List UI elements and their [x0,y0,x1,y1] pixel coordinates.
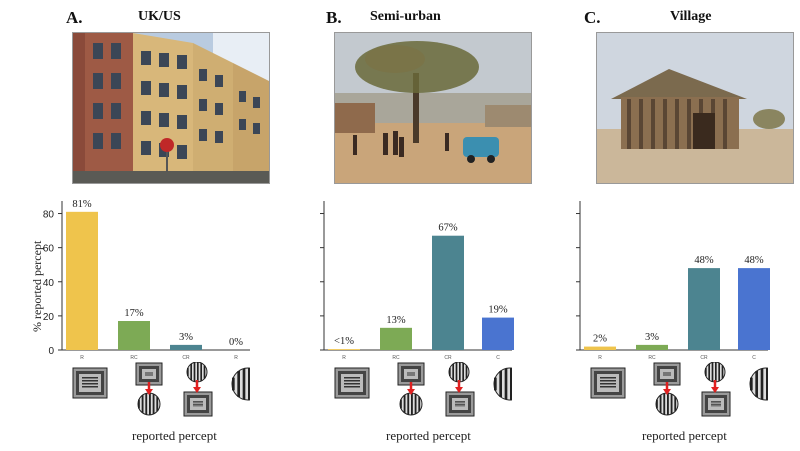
data-label: 0% [229,337,243,348]
data-label: 2% [593,334,607,345]
rect-to-circle-stimulus-icon [653,362,681,416]
rect-to-circle-stimulus-icon [135,362,163,416]
circle-stimulus-icon [493,367,527,401]
panel-label: A. [66,8,83,27]
x-tick-label: R [598,355,602,361]
percept-icons [0,361,265,424]
x-tick-label: CR [182,355,190,361]
x-axis-label: reported percept [642,428,727,443]
photo-village-hut [596,32,794,184]
x-tick-label: RC [392,355,400,361]
data-label: 48% [744,255,764,266]
bar [688,268,720,350]
rectangle-stimulus-icon [72,367,108,399]
panel-title: UK/US [138,9,181,24]
panel-label: B. [326,8,342,27]
x-tick-label: R [80,355,84,361]
x-axis-label: reported percept [132,428,217,443]
y-tick-label: 0 [48,346,54,357]
percept-icons [262,361,527,424]
bar-chart-uk-us: 0 20 40 60 80 81% R 17% RC 3% CR 0% R [43,199,250,361]
bar [482,317,514,350]
rectangle-stimulus-icon [590,367,626,399]
data-label: 81% [72,199,92,210]
x-tick-label: RC [648,355,656,361]
data-label: 19% [488,305,508,316]
x-axis-label: reported percept [386,428,471,443]
data-label: 48% [694,255,714,266]
circle-stimulus-icon [231,367,265,401]
x-tick-label: CR [700,355,708,361]
x-tick-label: R [342,355,346,361]
panel-uk-us: A. UK/US [0,0,270,451]
panel-label: C. [584,8,601,27]
x-tick-label: RC [130,355,138,361]
data-label: 67% [438,223,458,234]
rectangle-stimulus-icon [334,367,370,399]
y-axis-label: % reported percept [30,240,44,332]
bar [584,346,616,350]
bar [738,268,770,350]
y-tick-label: 40 [43,278,55,289]
percept-icons [518,361,783,424]
bar [432,235,464,350]
circle-stimulus-icon [749,367,783,401]
bar [118,321,150,350]
circle-to-rect-stimulus-icon [445,361,475,417]
x-tick-label: CR [444,355,452,361]
bar [636,344,668,350]
data-label: 3% [179,332,193,343]
x-tick-label: C [496,355,500,361]
panel-semi-urban: B. Semi-urban <1% R 13% RC 67% CR 19% C reporte… [262,0,532,451]
photo-semi-urban-street [334,32,532,184]
bar-chart-village: 2% R 3% RC 48% CR 48% C [576,201,770,361]
panel-title: Village [670,9,712,24]
panel-village: C. Village 2% R 3% RC 48% CR 48% C reported per… [518,0,794,451]
y-tick-label: 80 [43,210,55,221]
bar-chart-semi-urban: <1% R 13% RC 67% CR 19% C [320,201,514,361]
panel-title: Semi-urban [370,9,441,24]
bar [380,327,412,350]
data-label: 13% [386,315,406,326]
bar [328,349,360,350]
bar [170,344,202,350]
x-tick-label: C [752,355,756,361]
photo-city-apartments [72,32,270,184]
data-label: <1% [334,336,354,347]
bar [66,211,98,350]
y-tick-label: 20 [43,312,55,323]
rect-to-circle-stimulus-icon [397,362,425,416]
circle-to-rect-stimulus-icon [183,361,213,417]
y-tick-label: 60 [43,244,55,255]
data-label: 3% [645,332,659,343]
circle-to-rect-stimulus-icon [701,361,731,417]
data-label: 17% [124,308,144,319]
x-tick-label: R [234,355,238,361]
